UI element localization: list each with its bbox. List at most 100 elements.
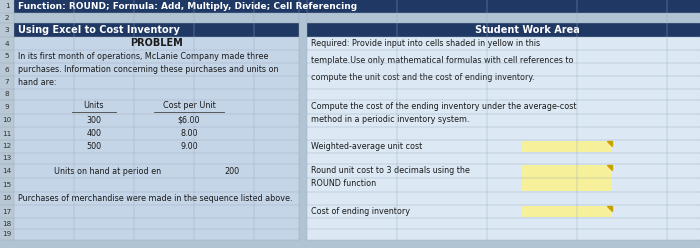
Bar [0, 89, 14, 100]
Bar [299, 140, 307, 153]
Text: Cost of ending inventory: Cost of ending inventory [311, 207, 410, 216]
Bar [522, 141, 612, 152]
Text: 11: 11 [2, 130, 12, 136]
Text: $6.00: $6.00 [178, 116, 200, 125]
Text: Required: Provide input into cells shaded in yellow in this: Required: Provide input into cells shade… [311, 39, 540, 48]
Text: PROBLEM: PROBLEM [130, 38, 183, 49]
Text: 1: 1 [5, 3, 9, 9]
Text: 10: 10 [2, 118, 12, 124]
Bar [14, 0, 700, 13]
Bar [14, 192, 299, 205]
Bar [307, 89, 700, 100]
Text: 19: 19 [2, 231, 12, 238]
Bar [299, 205, 307, 218]
Bar [299, 218, 307, 229]
Bar [14, 100, 299, 114]
Bar [14, 13, 700, 23]
Bar [0, 205, 14, 218]
Bar [0, 37, 14, 50]
Text: 14: 14 [2, 168, 12, 174]
Bar [299, 127, 307, 140]
Text: 500: 500 [86, 142, 101, 151]
Bar [299, 63, 307, 76]
Bar [299, 114, 307, 127]
Bar [0, 192, 14, 205]
Bar [14, 218, 299, 229]
Bar [0, 13, 14, 23]
Text: hand are:: hand are: [18, 78, 57, 87]
Bar [522, 165, 612, 191]
Bar [522, 206, 612, 217]
Text: ROUND function: ROUND function [311, 179, 376, 188]
Bar [0, 23, 14, 37]
Bar [299, 76, 307, 89]
Bar [14, 229, 299, 240]
Text: Function: ROUND; Formula: Add, Multiply, Divide; Cell Referencing: Function: ROUND; Formula: Add, Multiply,… [18, 2, 357, 11]
Text: 13: 13 [2, 155, 12, 161]
Bar [299, 23, 307, 37]
Bar [299, 50, 307, 63]
Text: 400: 400 [87, 129, 101, 138]
Bar [299, 164, 307, 178]
Text: Compute the cost of the ending inventory under the average-cost: Compute the cost of the ending inventory… [311, 102, 577, 111]
Text: 12: 12 [2, 144, 12, 150]
Text: 4: 4 [5, 40, 9, 47]
Text: Weighted-average unit cost: Weighted-average unit cost [311, 142, 422, 151]
Bar [299, 37, 307, 50]
Text: 3: 3 [5, 27, 9, 33]
Bar [307, 229, 700, 240]
Bar [307, 140, 700, 153]
Text: 9.00: 9.00 [180, 142, 198, 151]
Bar [307, 37, 700, 89]
Text: compute the unit cost and the cost of ending inventory.: compute the unit cost and the cost of en… [311, 73, 535, 82]
Bar [0, 0, 14, 13]
Text: Cost per Unit: Cost per Unit [162, 101, 216, 110]
Text: 7: 7 [5, 80, 9, 86]
Bar [14, 23, 299, 37]
Bar [14, 76, 299, 89]
Bar [307, 153, 700, 164]
Text: Units on hand at period en: Units on hand at period en [54, 166, 161, 176]
Text: Using Excel to Cost Inventory: Using Excel to Cost Inventory [18, 25, 180, 35]
Text: Student Work Area: Student Work Area [475, 25, 580, 35]
Text: method in a periodic inventory system.: method in a periodic inventory system. [311, 115, 470, 124]
Bar [0, 153, 14, 164]
Bar [307, 205, 700, 218]
Bar [14, 140, 299, 153]
Bar [0, 218, 14, 229]
Bar [307, 23, 700, 37]
Bar [0, 63, 14, 76]
Bar [0, 76, 14, 89]
Bar [0, 50, 14, 63]
Text: 2: 2 [5, 15, 9, 21]
Bar [0, 164, 14, 178]
Polygon shape [607, 141, 612, 146]
Bar [299, 100, 307, 114]
Bar [14, 114, 299, 127]
Bar [0, 100, 14, 114]
Text: purchases. Information concerning these purchases and units on: purchases. Information concerning these … [18, 65, 279, 74]
Text: 8: 8 [5, 92, 9, 97]
Polygon shape [607, 206, 612, 211]
Bar [0, 178, 14, 192]
Text: template.Use only mathematical formulas with cell references to: template.Use only mathematical formulas … [311, 56, 573, 65]
Bar [307, 100, 700, 127]
Polygon shape [607, 165, 612, 170]
Bar [307, 127, 700, 140]
Text: 9: 9 [5, 104, 9, 110]
Bar [14, 178, 299, 192]
Bar [299, 153, 307, 164]
Text: Units: Units [84, 101, 104, 110]
Bar [14, 37, 299, 50]
Bar [14, 153, 299, 164]
Text: 15: 15 [2, 182, 12, 188]
Text: 5: 5 [5, 54, 9, 60]
Text: 17: 17 [2, 209, 12, 215]
Bar [307, 192, 700, 205]
Bar [307, 164, 700, 192]
Bar [0, 229, 14, 240]
Text: 300: 300 [87, 116, 101, 125]
Bar [307, 218, 700, 229]
Text: 18: 18 [2, 220, 12, 226]
Text: Round unit cost to 3 decimals using the: Round unit cost to 3 decimals using the [311, 166, 470, 175]
